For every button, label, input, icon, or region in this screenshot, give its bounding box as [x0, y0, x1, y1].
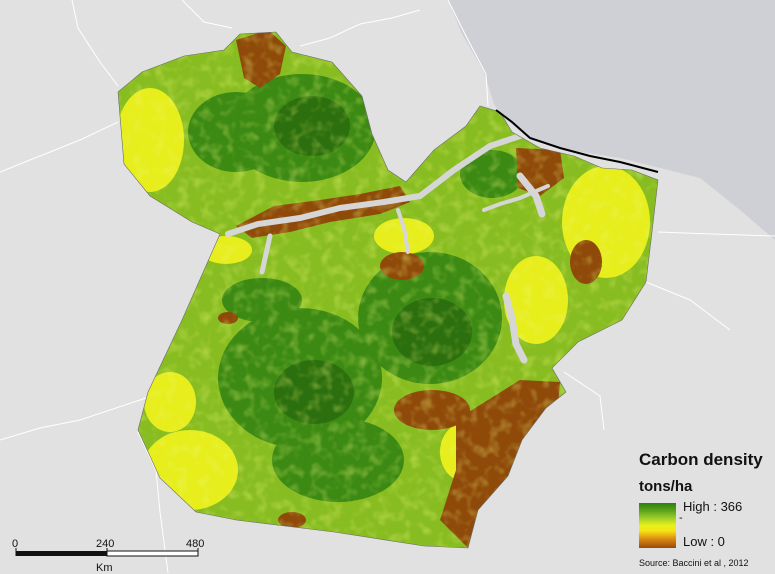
- scale-tick-480: 480: [186, 538, 205, 550]
- source-credit: Source: Baccini et al , 2012: [639, 558, 749, 568]
- legend-mid-tick: -: [679, 512, 683, 524]
- legend-color-ramp: [639, 503, 676, 548]
- scale-unit: Km: [96, 562, 113, 574]
- scale-tick-240: 240: [96, 538, 115, 550]
- legend-units: tons/ha: [639, 478, 693, 495]
- scale-bar-white-segment: [106, 550, 199, 557]
- scale-tick-0: 0: [12, 538, 19, 550]
- scale-bar-black-segment: [16, 551, 107, 556]
- legend-high-label: High : 366: [683, 499, 743, 514]
- scale-bar: [15, 548, 199, 557]
- ocean-area: [448, 0, 775, 240]
- coastline: [495, 109, 659, 173]
- rivers: [225, 133, 550, 364]
- state-outline: [117, 31, 659, 549]
- legend-title: Carbon density: [639, 450, 763, 469]
- legend-low-label: Low : 0: [683, 534, 725, 549]
